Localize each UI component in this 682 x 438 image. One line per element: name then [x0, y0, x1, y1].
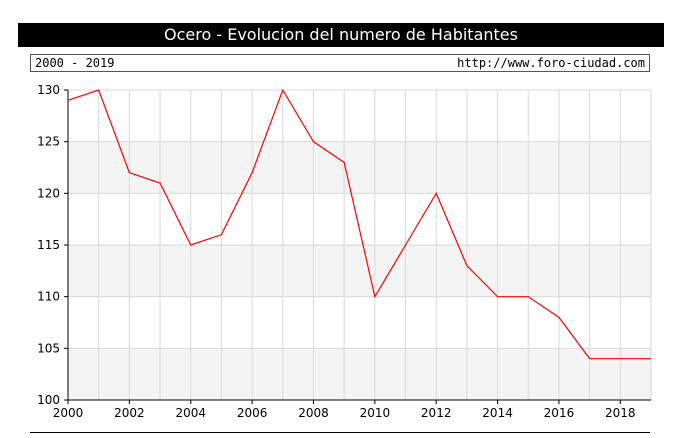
- y-tick-label: 100: [37, 393, 60, 407]
- x-tick-label: 2012: [421, 406, 452, 420]
- x-tick-label: 2000: [53, 406, 84, 420]
- y-tick-label: 105: [37, 341, 60, 355]
- chart-title: Ocero - Evolucion del numero de Habitant…: [18, 23, 664, 47]
- x-tick-label: 2002: [114, 406, 145, 420]
- series-line: [67, 88, 651, 360]
- x-tick-label: 2010: [360, 406, 391, 420]
- plot-band: [68, 245, 651, 297]
- x-tick-label: 2016: [544, 406, 575, 420]
- year-range-label: 2000 - 2019: [35, 56, 115, 70]
- x-tick-label: 2006: [237, 406, 268, 420]
- y-tick-label: 110: [37, 290, 60, 304]
- info-bar: 2000 - 2019 http://www.foro-ciudad.com: [30, 54, 650, 72]
- x-tick-label: 2004: [175, 406, 206, 420]
- y-tick-label: 115: [37, 238, 60, 252]
- x-tick-label: 2018: [605, 406, 636, 420]
- y-tick-label: 125: [37, 135, 60, 149]
- source-url: http://www.foro-ciudad.com: [457, 56, 645, 70]
- plot-band: [68, 348, 651, 400]
- x-tick-label: 2014: [482, 406, 513, 420]
- y-tick-label: 120: [37, 186, 60, 200]
- x-tick-label: 2008: [298, 406, 329, 420]
- plot-band: [68, 141, 651, 194]
- y-tick-label: 130: [37, 83, 60, 97]
- bottom-rule: [30, 432, 650, 433]
